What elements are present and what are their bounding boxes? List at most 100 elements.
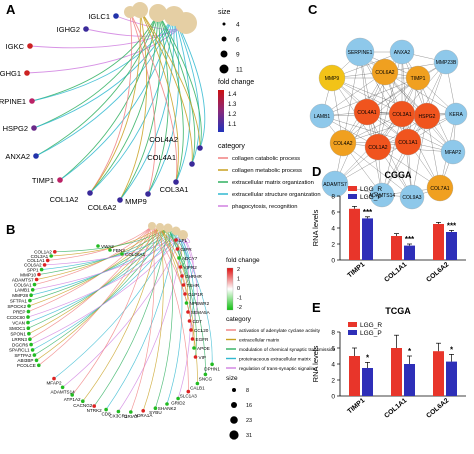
pc-edge: [359, 51, 409, 143]
pa-edge: [59, 15, 175, 181]
pb-gene-node: [186, 310, 190, 314]
pb-gene-label: SPP1: [27, 267, 39, 272]
pc-edge: [401, 113, 441, 189]
panel-b-fc-colorbar: [226, 267, 234, 311]
pa-gene-node: [87, 190, 93, 196]
pb-gene-label: VIP: [199, 355, 206, 360]
pc-node: [399, 184, 425, 210]
panelD-legend-label: LGG_P: [360, 194, 382, 201]
pa-gene-label: IGHG2: [57, 25, 80, 34]
pb-gene-node: [175, 247, 180, 251]
pb-gene-node: [30, 348, 35, 352]
pb-gene-node: [28, 337, 32, 342]
pc-node: [426, 174, 454, 202]
pb-edge: [130, 225, 155, 413]
pa-gene-node: [189, 161, 195, 167]
pa-edge: [139, 9, 201, 149]
pb-gene-node: [30, 288, 35, 292]
pb-gene-label: LAMB1: [15, 288, 31, 293]
panelE-legend-label: LGG_P: [360, 330, 382, 337]
pb-gene-node: [104, 407, 108, 412]
pb-gene-node: [96, 244, 100, 248]
panelE-ytick-label: 6: [331, 346, 335, 353]
pa-gene-node: [24, 70, 30, 76]
pa-edge: [89, 9, 141, 194]
panelD-legend-swatch: [348, 186, 357, 191]
pb-gene-node: [26, 309, 31, 314]
pb-gene-label: ADRA1A: [134, 413, 153, 418]
pb-gene-label: COL6A2: [24, 263, 42, 268]
pa-gene-label: IGLC1: [88, 12, 110, 21]
pb-gene-node: [210, 362, 214, 367]
pa-gene-node: [197, 145, 203, 151]
panelD-bar: [349, 208, 360, 260]
pc-node-label: SERPINE1: [348, 50, 373, 56]
pb-gene-node: [141, 409, 145, 413]
panelE-bar: [349, 356, 360, 396]
pa-gene-label: IGHG1: [0, 69, 21, 78]
panelD-significance: ***: [405, 235, 415, 244]
pb-cat-label: modulation of chemical synaptic transmis…: [239, 347, 336, 353]
pb-cat-node: [156, 223, 164, 231]
pb-gene-node: [34, 277, 39, 282]
pb-gene-node: [108, 248, 112, 252]
pb-gene-node: [178, 265, 183, 269]
pb-gene-label: NTRK2: [87, 408, 103, 413]
pb-gene-label: SFTPA2: [14, 353, 31, 358]
pb-gene-node: [181, 283, 186, 287]
panelE-category-label: COL1A1: [383, 397, 408, 420]
pb-gene-label: EGFR: [196, 337, 209, 342]
panelE-ytick-label: 4: [331, 362, 335, 369]
pc-node-label: COL4A1: [357, 110, 376, 116]
panel-b-category-title: category: [226, 316, 252, 323]
pc-edge: [407, 61, 447, 143]
panelE-bar: [391, 348, 402, 396]
pb-gene-label: NPBWR2: [190, 301, 210, 306]
pb-gene-label: VIPR2: [184, 265, 198, 270]
pc-node-label: COL1A1: [398, 140, 417, 146]
panel-b-category-nodes: [148, 222, 188, 240]
pa-edge: [157, 12, 202, 149]
panelD-ytick-label: 0: [331, 258, 335, 265]
pc-node-label: COL4A2: [333, 141, 352, 147]
pb-gene-label: GRIA3: [124, 414, 138, 419]
pc-node: [369, 182, 395, 208]
pc-node: [389, 39, 415, 65]
pc-edge: [359, 51, 428, 117]
pb-fc-tick: -1: [237, 296, 242, 302]
pb-gene-node: [193, 355, 198, 359]
pb-gene-node: [92, 404, 96, 408]
pb-edge: [175, 230, 213, 365]
panel-b-fc-ticks: 2 1 0 -1 -2: [237, 267, 242, 311]
pc-node-label: ADAMTS14: [369, 193, 396, 199]
pb-edge: [159, 226, 195, 349]
panel-c-label: C: [308, 2, 318, 17]
pa-cat-node-5: [175, 12, 197, 34]
pc-node: [309, 103, 335, 129]
pa-gene-label: SERPINE1: [0, 97, 26, 106]
pb-gene-label: APOE: [197, 346, 210, 351]
panelE-category-label: TIMP1: [346, 397, 366, 415]
pb-gene-label: ATP1A2: [64, 397, 81, 402]
pb-size-dot: [230, 416, 238, 424]
pb-gene-label: SHANK2: [158, 406, 177, 411]
pb-gene-node: [116, 409, 121, 414]
pb-gene-node: [192, 346, 196, 350]
pa-gene-label: HSPG2: [3, 124, 28, 133]
panel-a-edges: [26, 9, 206, 201]
pb-gene-node: [28, 298, 32, 303]
panelE-ytick-label: 2: [331, 378, 335, 385]
pc-node: [433, 49, 459, 75]
panelD-legend-swatch: [348, 194, 357, 199]
pb-gene-node: [177, 256, 181, 260]
panelE-ytick-label: 0: [331, 394, 335, 401]
panel-a-size-legend: 4 6 9 11: [219, 22, 243, 74]
pb-gene-label: PCOLCE: [17, 363, 36, 368]
pa-edge: [139, 9, 179, 183]
pb-gene-node: [184, 301, 189, 305]
pc-node: [371, 58, 399, 86]
pb-gene-label: MFAP2: [46, 381, 62, 386]
